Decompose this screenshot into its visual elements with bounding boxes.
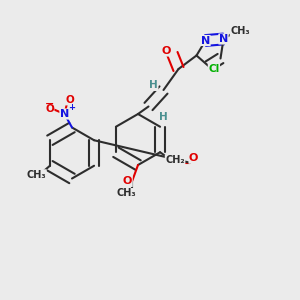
Text: CH₃: CH₃ (230, 26, 250, 37)
Text: CH₃: CH₃ (27, 170, 46, 180)
Text: −: − (44, 99, 54, 109)
Text: CH₂: CH₂ (165, 155, 185, 165)
Text: O: O (45, 103, 54, 114)
Text: O: O (189, 153, 198, 163)
Text: O: O (65, 95, 74, 105)
Text: +: + (68, 103, 75, 112)
Text: O: O (162, 46, 171, 56)
Text: N: N (201, 35, 210, 46)
Text: H: H (149, 80, 158, 91)
Text: N: N (219, 34, 228, 44)
Text: CH₃: CH₃ (117, 188, 136, 199)
Text: H: H (158, 112, 167, 122)
Text: O: O (123, 176, 132, 187)
Text: Cl: Cl (208, 64, 220, 74)
Text: N: N (60, 109, 69, 119)
